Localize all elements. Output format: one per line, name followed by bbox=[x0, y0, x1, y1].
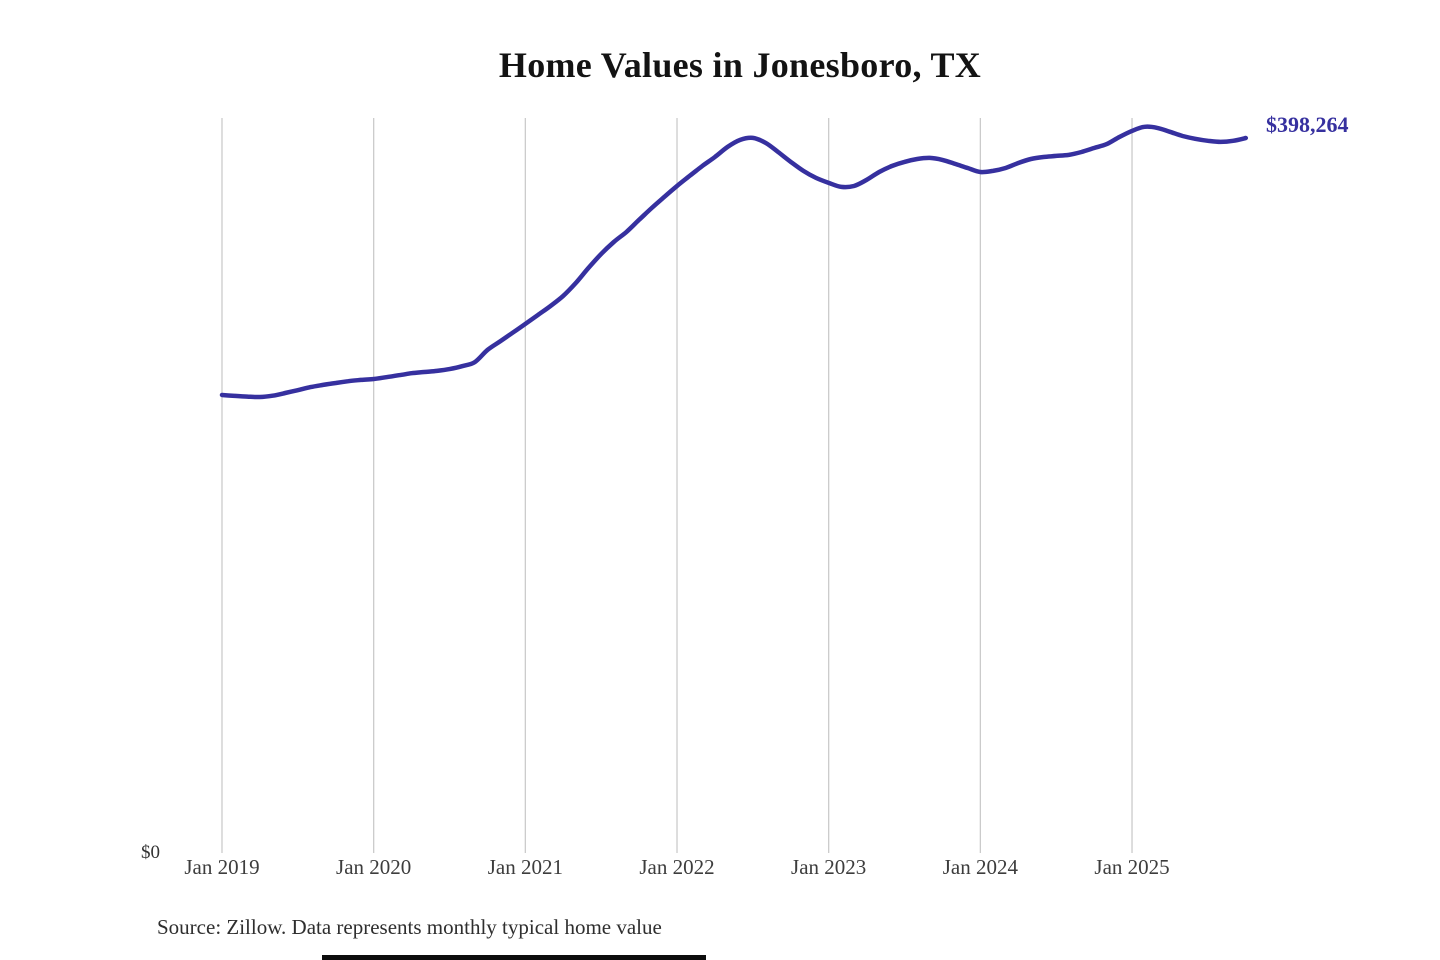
year-gridlines bbox=[221, 118, 1133, 853]
home-value-line-series bbox=[219, 124, 1249, 400]
series-end-value-label: $398,264 bbox=[1266, 112, 1349, 137]
x-axis-tick-label: Jan 2024 bbox=[942, 855, 1018, 879]
x-axis-tick-label: Jan 2021 bbox=[487, 855, 563, 879]
chart-title: Home Values in Jonesboro, TX bbox=[498, 45, 982, 85]
cropped-bottom-bar bbox=[322, 955, 706, 960]
x-axis-tick-label: Jan 2025 bbox=[1094, 855, 1170, 879]
source-attribution: Source: Zillow. Data represents monthly … bbox=[157, 915, 662, 939]
x-axis-tick-label: Jan 2023 bbox=[791, 855, 867, 879]
x-axis-tick-label: Jan 2020 bbox=[336, 855, 412, 879]
x-axis-tick-label: Jan 2019 bbox=[184, 855, 260, 879]
y-axis-zero-label: $0 bbox=[141, 842, 160, 863]
x-axis-tick-label: Jan 2022 bbox=[639, 855, 715, 879]
